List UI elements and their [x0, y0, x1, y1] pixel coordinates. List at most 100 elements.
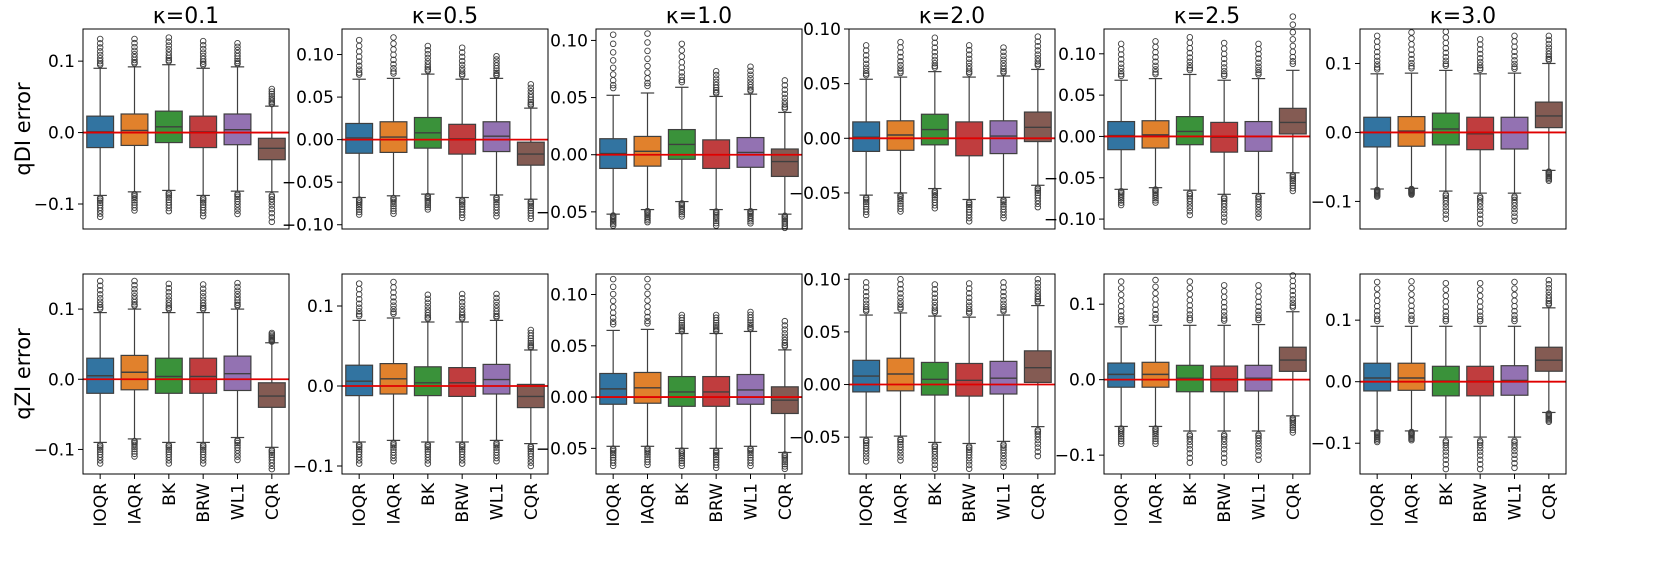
- outlier-point: [493, 457, 500, 465]
- outlier-point: [862, 447, 870, 455]
- outlier-point: [458, 298, 466, 306]
- outlier-point: [424, 46, 432, 54]
- outlier-point: [781, 98, 789, 105]
- outlier-point: [1476, 279, 1484, 287]
- outlier-point: [1117, 291, 1125, 299]
- box-iqr: [413, 366, 442, 397]
- outlier-point: [1255, 71, 1262, 78]
- box-iqr: [120, 113, 149, 147]
- outlier-point: [1442, 211, 1450, 218]
- outlier-point: [1373, 297, 1381, 305]
- outlier-point: [268, 462, 276, 470]
- outlier-point: [1034, 444, 1042, 451]
- outlier-point: [268, 449, 276, 456]
- box-wl1: [736, 63, 765, 227]
- outlier-point: [897, 57, 904, 65]
- outlier-point: [234, 43, 241, 51]
- outlier-point: [1289, 58, 1297, 65]
- outlier-point: [527, 445, 535, 453]
- outlier-point: [1034, 200, 1042, 208]
- outlier-point: [747, 63, 754, 70]
- axes-frame-top: [1359, 28, 1567, 230]
- outlier-point: [199, 212, 207, 220]
- outlier-point: [165, 288, 173, 296]
- outlier-point: [609, 31, 617, 38]
- outlier-point: [493, 62, 500, 69]
- outlier-point: [1511, 57, 1518, 64]
- outlier-point: [678, 453, 686, 460]
- outlier-point: [424, 58, 432, 65]
- outlier-point: [96, 301, 104, 309]
- box-iaqr: [1141, 38, 1170, 206]
- outlier-point: [931, 34, 939, 41]
- outlier-point: [96, 35, 104, 43]
- box-bk: [154, 34, 183, 215]
- outlier-point: [1511, 53, 1518, 60]
- outlier-point: [609, 449, 617, 457]
- box-iqr: [1534, 346, 1563, 372]
- outlier-point: [1511, 205, 1518, 213]
- outlier-point: [609, 49, 617, 56]
- outlier-point: [234, 290, 241, 298]
- outlier-point: [355, 304, 363, 312]
- x-tick-label: BK: [1437, 482, 1457, 506]
- outlier-point: [862, 300, 870, 308]
- outlier-point: [390, 302, 397, 309]
- outlier-point: [1511, 291, 1518, 299]
- outlier-point: [712, 464, 720, 472]
- outlier-point: [1000, 452, 1007, 460]
- outlier-point: [1545, 36, 1553, 44]
- outlier-point: [1220, 55, 1228, 63]
- outlier-point: [1117, 60, 1125, 68]
- outlier-point: [1476, 220, 1484, 227]
- outlier-point: [527, 88, 535, 95]
- outlier-point: [1186, 291, 1194, 298]
- outlier-point: [781, 463, 789, 470]
- y-tick-label: 0.05: [803, 75, 841, 95]
- y-tick-label: 0.10: [803, 270, 841, 290]
- outlier-point: [1373, 53, 1381, 60]
- y-tick-label: 0.1: [307, 297, 334, 317]
- outlier-point: [1476, 465, 1484, 473]
- outlier-point: [131, 58, 138, 66]
- outlier-point: [609, 303, 617, 311]
- outlier-point: [1220, 317, 1228, 324]
- outlier-point: [424, 199, 432, 207]
- outlier-point: [527, 444, 535, 451]
- outlier-point: [458, 211, 466, 219]
- outlier-point: [1117, 278, 1125, 285]
- box-iqr: [448, 367, 477, 398]
- outlier-point: [897, 290, 904, 297]
- box-iaqr: [633, 30, 662, 226]
- outlier-point: [1442, 203, 1450, 211]
- outlier-point: [1476, 286, 1484, 293]
- outlier-point: [747, 311, 754, 319]
- y-tick-label: 0.0: [48, 124, 75, 144]
- outlier-point: [1511, 63, 1518, 71]
- outlier-point: [131, 35, 138, 43]
- box-cqr: [516, 81, 545, 223]
- outlier-point: [1373, 438, 1381, 446]
- outlier-point: [1511, 209, 1518, 216]
- outlier-point: [1220, 315, 1228, 322]
- outlier-point: [1186, 62, 1194, 69]
- outlier-point: [1186, 191, 1194, 198]
- outlier-point: [390, 298, 397, 305]
- outlier-point: [96, 199, 104, 207]
- outlier-point: [862, 67, 870, 75]
- outlier-point: [931, 298, 939, 306]
- outlier-point: [644, 69, 651, 76]
- x-tick-label: CQR: [522, 483, 542, 520]
- outlier-point: [678, 323, 686, 331]
- outlier-point: [527, 339, 535, 347]
- x-tick-label: CQR: [1029, 483, 1049, 520]
- panel-r0-c2: 0.10 0.05 0.00 −0.05: [536, 28, 803, 232]
- outlier-point: [1220, 450, 1228, 457]
- outlier-point: [1152, 435, 1159, 442]
- outlier-point: [862, 198, 870, 206]
- box-iaqr: [886, 38, 915, 215]
- outlier-point: [897, 436, 904, 444]
- outlier-point: [1034, 189, 1042, 197]
- y-tick-label: 0.1: [1325, 311, 1352, 331]
- outlier-point: [493, 196, 500, 204]
